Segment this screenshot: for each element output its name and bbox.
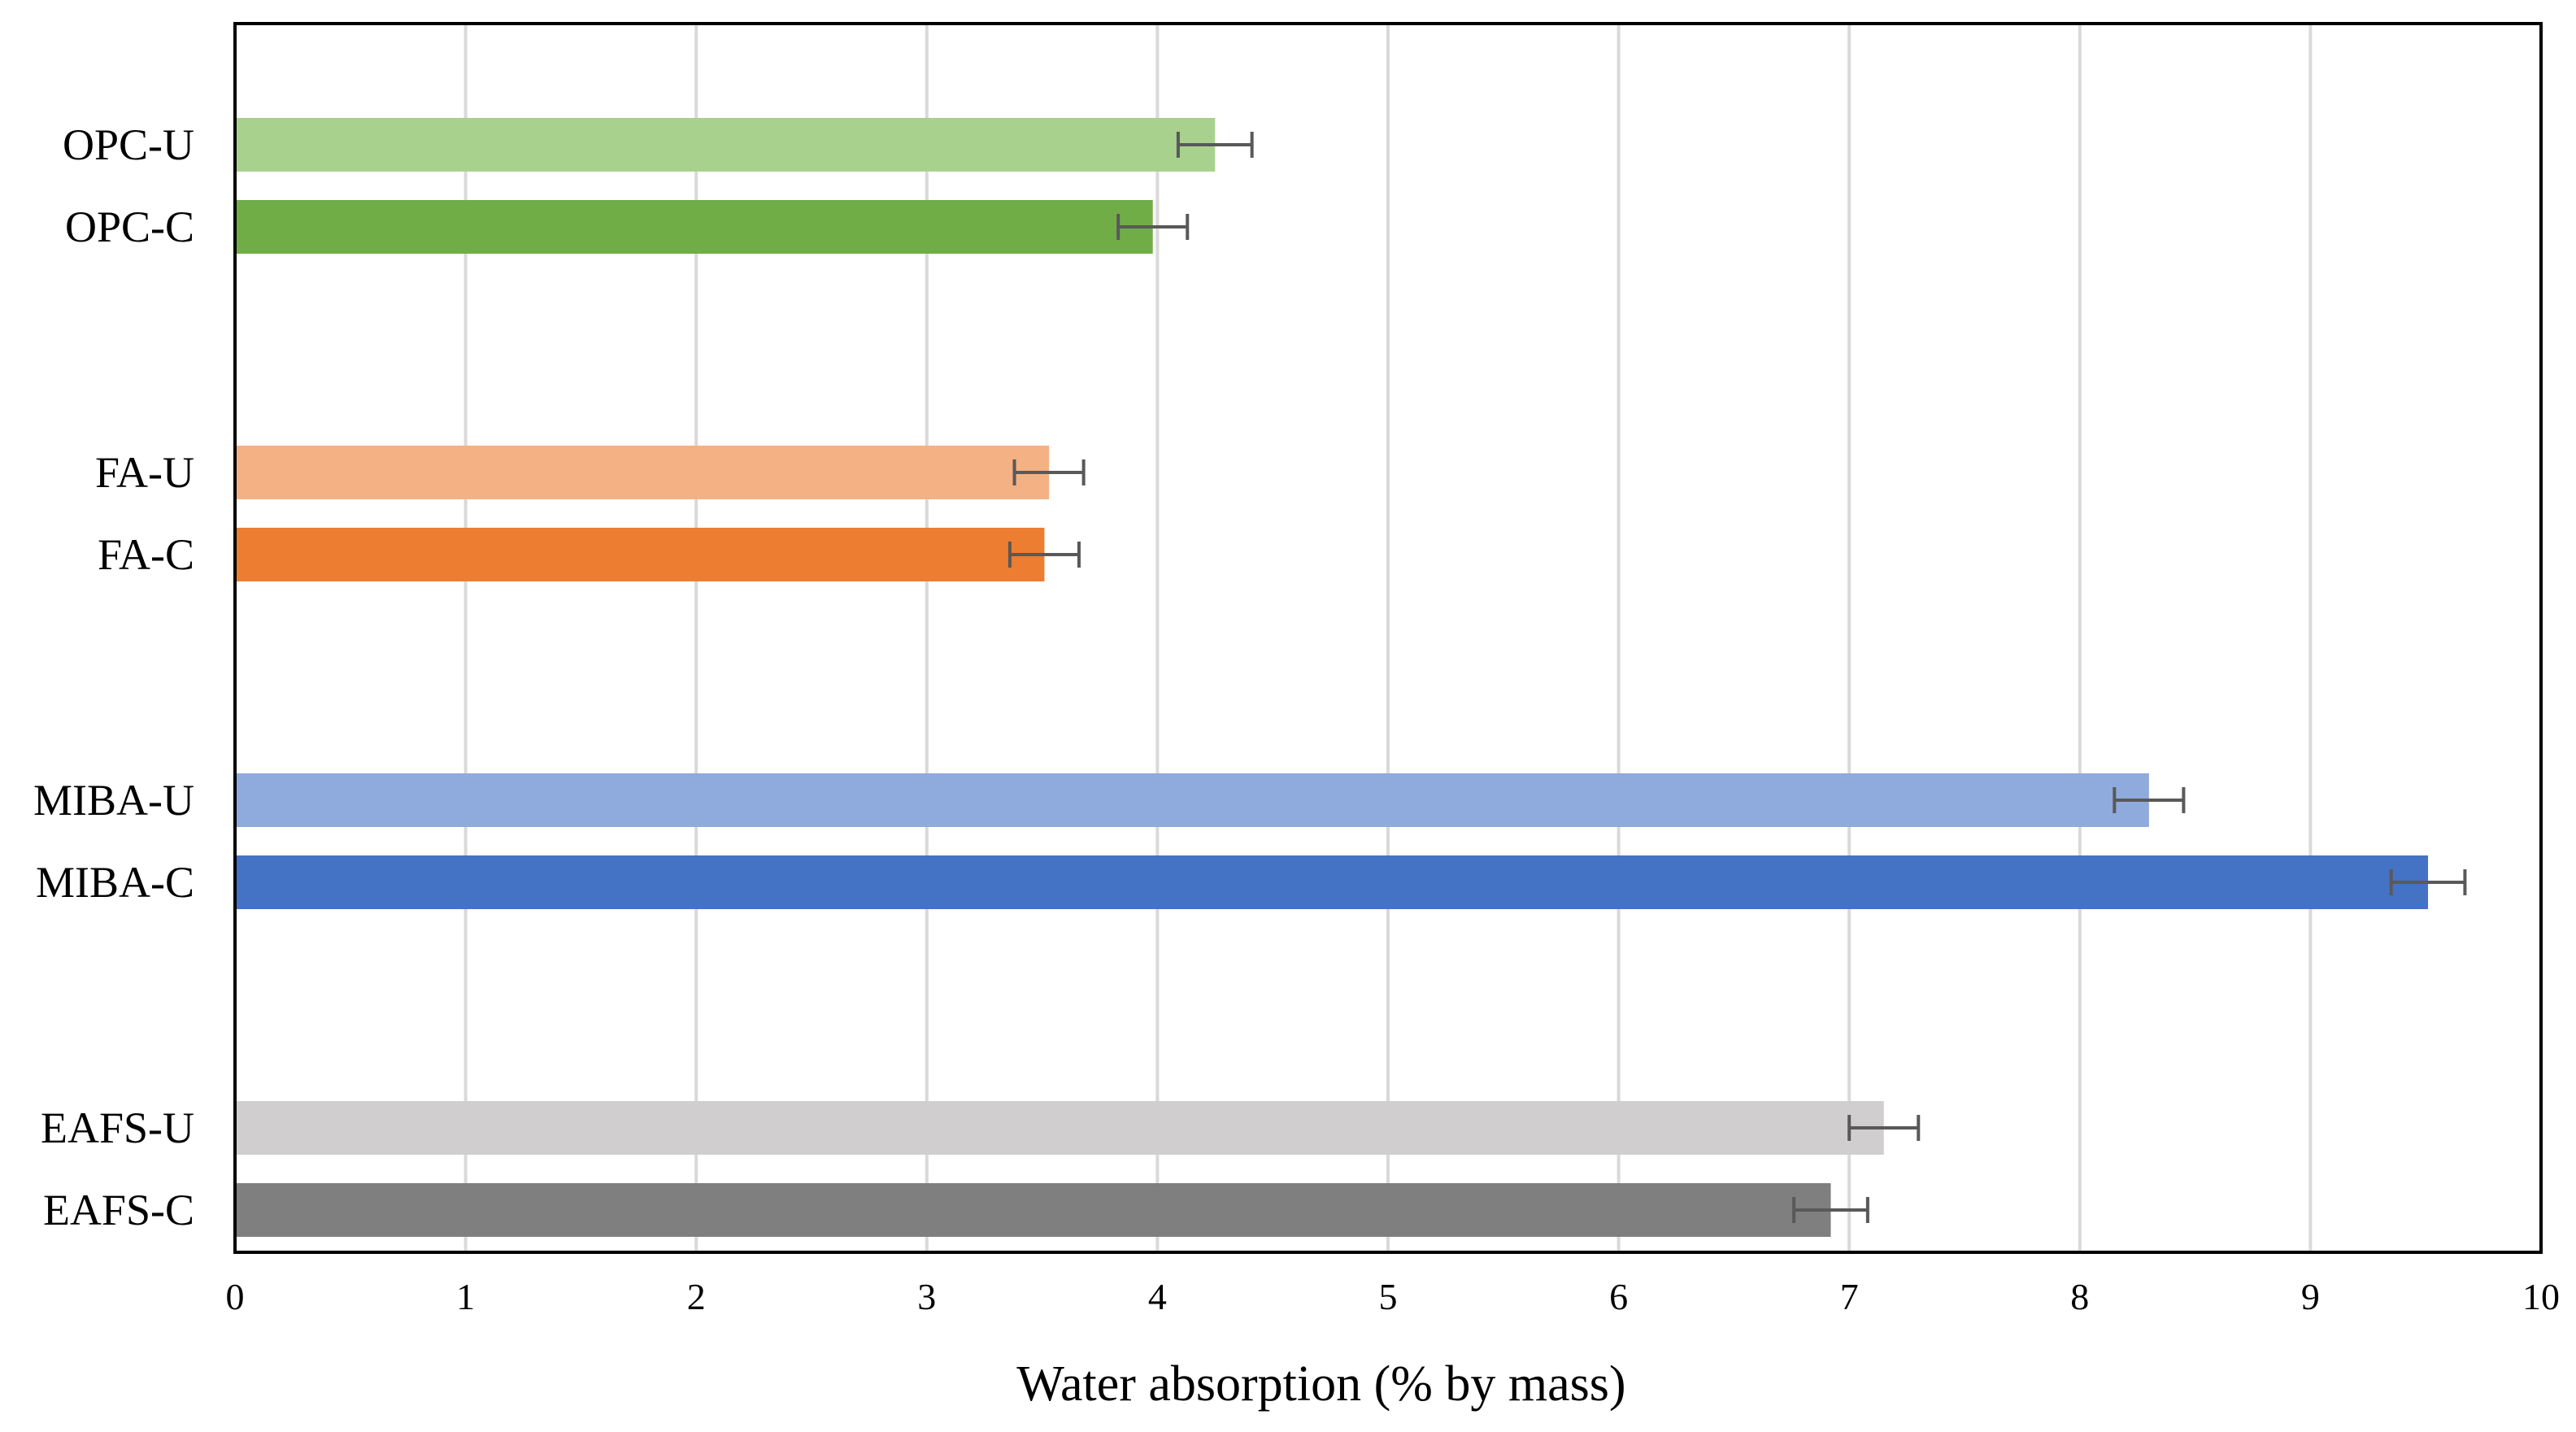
category-label-opc-u: OPC-U	[63, 120, 194, 169]
error-bar-fa-c	[1007, 542, 1081, 568]
x-tick-label-2: 2	[687, 1276, 706, 1317]
x-tick-label-5: 5	[1379, 1276, 1398, 1317]
category-label-eafs-c: EAFS-C	[43, 1186, 194, 1234]
bar-eafs-u	[235, 1101, 1884, 1155]
x-tick-label-6: 6	[1609, 1276, 1628, 1317]
x-tick-label-10: 10	[2522, 1276, 2560, 1317]
bar-fa-u	[235, 446, 1050, 499]
bar-opc-u	[235, 118, 1216, 172]
category-label-fa-u: FA-U	[95, 448, 194, 497]
bar-fa-c	[235, 528, 1045, 581]
bar-miba-c	[235, 855, 2429, 909]
x-tick-label-4: 4	[1148, 1276, 1167, 1317]
bar-eafs-c	[235, 1183, 1831, 1237]
x-tick-label-8: 8	[2070, 1276, 2089, 1317]
error-bar-eafs-u	[1847, 1115, 1921, 1141]
x-tick-label-9: 9	[2301, 1276, 2320, 1317]
error-bar-miba-u	[2113, 787, 2186, 813]
category-label-miba-c: MIBA-C	[36, 858, 194, 907]
error-bars	[1007, 132, 2467, 1223]
error-bar-miba-c	[2389, 869, 2467, 895]
x-axis-title: Water absorption (% by mass)	[1016, 1356, 1625, 1412]
error-bar-opc-u	[1176, 132, 1254, 158]
category-label-eafs-u: EAFS-U	[41, 1103, 194, 1152]
category-label-opc-c: OPC-C	[65, 202, 194, 251]
category-label-miba-u: MIBA-U	[33, 776, 194, 825]
bars	[235, 118, 2429, 1237]
category-labels: OPC-U OPC-C FA-U FA-C MIBA-U MIBA-C EAFS-U EAFS…	[33, 120, 194, 1234]
x-tick-label-0: 0	[226, 1276, 245, 1317]
error-bar-eafs-c	[1792, 1197, 1869, 1223]
error-bar-opc-c	[1116, 214, 1190, 240]
x-tick-label-7: 7	[1840, 1276, 1859, 1317]
error-bar-fa-u	[1012, 459, 1086, 485]
category-label-fa-c: FA-C	[98, 530, 194, 579]
x-tick-label-3: 3	[917, 1276, 936, 1317]
x-tick-label-1: 1	[456, 1276, 475, 1317]
x-tick-labels: 0 1 2 3 4 5 6 7 8 9 10	[226, 1276, 2561, 1317]
bar-miba-u	[235, 773, 2149, 827]
plot-area-frame	[233, 22, 2543, 1254]
bar-opc-c	[235, 200, 1153, 254]
